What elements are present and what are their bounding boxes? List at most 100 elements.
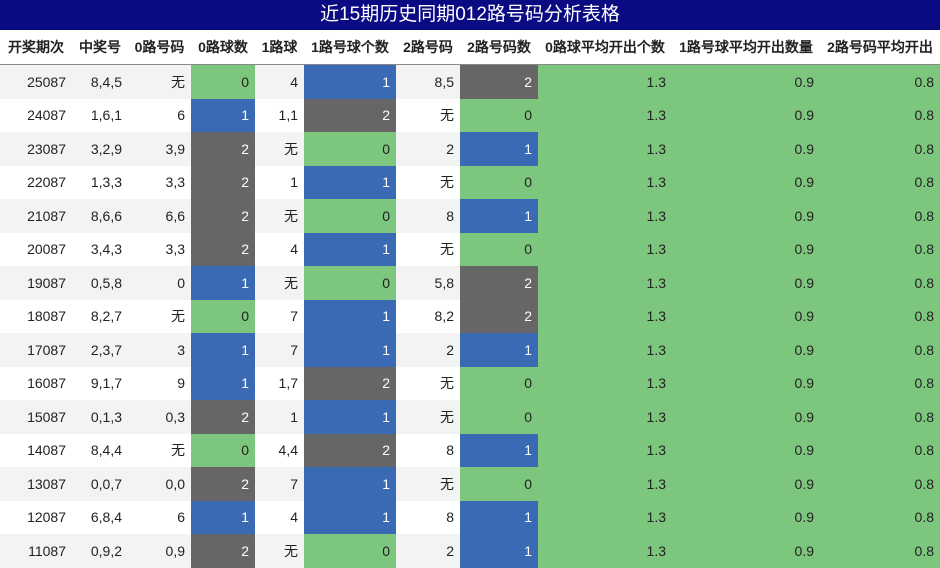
table-cell: 4 (290, 73, 298, 90)
table-row: 15087 0,1,3 0,3 2 1 1 无 0 1.3 0.9 0.8 (0, 400, 940, 434)
table-cell: 2 (460, 266, 538, 300)
table-cell: 0.8 (820, 534, 940, 568)
table-cell: 0 (304, 534, 396, 568)
table-cell: 8,2,7 (90, 308, 122, 325)
table-cell: 8,5 (434, 73, 454, 90)
header-cell: 1路号球平均开出数量 (679, 39, 813, 55)
table-cell: 2 (191, 232, 255, 266)
table-cell: 0.9 (672, 534, 820, 568)
table-cell: 2 (191, 534, 255, 568)
table-cell: 2 (191, 199, 255, 233)
table-cell: 20087 (27, 241, 66, 258)
table-cell: 0.9 (672, 299, 820, 333)
table-cell: 3,9 (165, 140, 185, 157)
table-cell: 0.8 (820, 132, 940, 166)
header-cell: 开奖期次 (8, 39, 64, 55)
table-cell: 1 (191, 98, 255, 132)
table-cell: 0.8 (820, 500, 940, 534)
table-cell: 3,4,3 (90, 241, 122, 258)
table-cell: 0.9 (672, 266, 820, 300)
table-cell: 17087 (27, 341, 66, 358)
table-cell: 24087 (27, 107, 66, 124)
table-cell: 无 (440, 408, 454, 425)
table-cell: 无 (440, 174, 454, 191)
table-cell: 3,2,9 (90, 140, 122, 157)
table-cell: 0.8 (820, 366, 940, 400)
table-cell: 3 (177, 341, 185, 358)
table-cell: 9,1,7 (90, 375, 122, 392)
table-cell: 0 (191, 65, 255, 99)
header-cell: 0路球平均开出个数 (545, 39, 665, 55)
table-cell: 0.9 (672, 132, 820, 166)
table-cell: 0.8 (820, 199, 940, 233)
table-cell: 12087 (27, 509, 66, 526)
table-row: 23087 3,2,9 3,9 2 无 0 2 1 1.3 0.9 0.8 (0, 132, 940, 166)
table-cell: 1 (460, 333, 538, 367)
table-cell: 0.9 (672, 366, 820, 400)
table-cell: 2 (191, 132, 255, 166)
table-cell: 1,3,3 (90, 174, 122, 191)
table-cell: 9 (177, 375, 185, 392)
table-cell: 1.3 (538, 232, 672, 266)
header-cell: 中奖号 (79, 39, 121, 55)
table-cell: 1.3 (538, 366, 672, 400)
table-cell: 8 (446, 509, 454, 526)
table-cell: 0.9 (672, 98, 820, 132)
table-cell: 0,5,8 (90, 274, 122, 291)
table-cell: 0 (191, 433, 255, 467)
table-cell: 16087 (27, 375, 66, 392)
table-cell: 0,0 (165, 475, 185, 492)
header-cell: 2路号码数 (467, 39, 531, 55)
table-row: 17087 2,3,7 3 1 7 1 2 1 1.3 0.9 0.8 (0, 333, 940, 367)
table-cell: 0.8 (820, 266, 940, 300)
table-cell: 0,1,3 (90, 408, 122, 425)
header-cell: 0路球数 (198, 39, 248, 55)
table-cell: 11087 (28, 542, 66, 559)
table-cell: 无 (171, 442, 185, 459)
table-cell: 无 (171, 308, 185, 325)
table-cell: 0 (191, 299, 255, 333)
table-cell: 0.8 (820, 299, 940, 333)
table-cell: 6,6 (165, 207, 185, 224)
table-cell: 0.9 (672, 333, 820, 367)
table-cell: 8,2 (434, 308, 454, 325)
table-cell: 6 (177, 509, 185, 526)
table-cell: 2 (446, 140, 454, 157)
table-cell: 6,8,4 (90, 509, 122, 526)
table-cell: 1 (191, 266, 255, 300)
table-cell: 0 (177, 274, 185, 291)
table-cell: 0.9 (672, 467, 820, 501)
table-cell: 0.9 (672, 500, 820, 534)
table-cell: 2 (191, 165, 255, 199)
table-cell: 4 (290, 241, 298, 258)
table-cell: 0.9 (672, 433, 820, 467)
table-cell: 1.3 (538, 299, 672, 333)
table-cell: 18087 (27, 308, 66, 325)
table-cell: 2 (446, 341, 454, 358)
table-cell: 19087 (27, 274, 66, 291)
header-cell: 0路号码 (134, 39, 185, 55)
table-cell: 1 (191, 500, 255, 534)
table-cell: 1.3 (538, 65, 672, 99)
table-cell: 0,0,7 (90, 475, 122, 492)
table-cell: 1 (460, 199, 538, 233)
table-row: 20087 3,4,3 3,3 2 4 1 无 0 1.3 0.9 0.8 (0, 232, 940, 266)
table-cell: 0 (460, 366, 538, 400)
table-cell: 1 (191, 333, 255, 367)
table-cell: 0.8 (820, 467, 940, 501)
table-cell: 7 (290, 308, 298, 325)
table-cell: 0.8 (820, 433, 940, 467)
table-cell: 5,8 (434, 274, 454, 291)
table-cell: 无 (284, 140, 298, 157)
table-cell: 3,3 (165, 174, 185, 191)
table-cell: 2 (304, 98, 396, 132)
table-cell: 1.3 (538, 266, 672, 300)
header-row: 开奖期次 中奖号 0路号码 0路球数 1路球 1路号球个数 2路号码 2路号码数 0路球平均开出… (0, 30, 940, 65)
table-cell: 0.9 (672, 165, 820, 199)
table-cell: 1.3 (538, 98, 672, 132)
table-cell: 1 (304, 232, 396, 266)
table-cell: 23087 (27, 140, 66, 157)
table-cell: 2 (191, 467, 255, 501)
table-cell: 0.8 (820, 165, 940, 199)
